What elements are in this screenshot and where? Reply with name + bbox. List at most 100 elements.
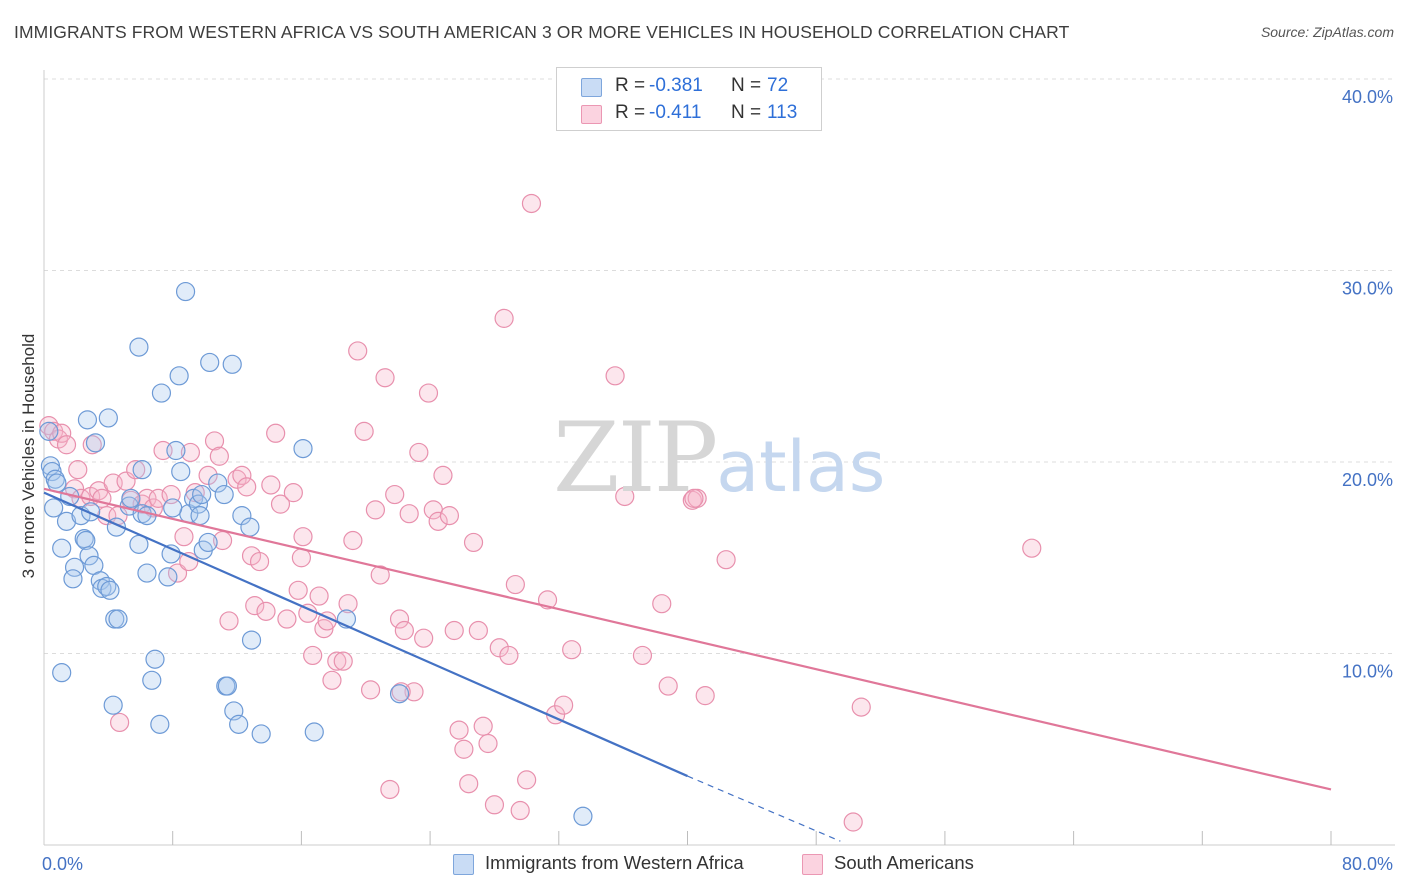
- data-point-south-americans: [198, 465, 218, 486]
- data-point-western-africa: [145, 649, 165, 669]
- y-tick-label: 30.0%: [1342, 279, 1393, 299]
- data-point-western-africa: [142, 670, 162, 690]
- data-point-south-americans: [463, 532, 484, 553]
- data-point-south-americans: [365, 500, 386, 520]
- data-point-south-americans: [174, 527, 194, 547]
- data-point-western-africa: [222, 354, 242, 374]
- data-point-western-africa: [304, 722, 324, 742]
- data-point-western-africa: [241, 630, 262, 650]
- data-point-south-americans: [658, 676, 678, 696]
- data-point-western-africa: [158, 567, 178, 587]
- data-point-south-americans: [354, 421, 374, 441]
- data-point-south-americans: [245, 596, 265, 616]
- data-point-western-africa: [151, 383, 172, 403]
- data-point-western-africa: [208, 473, 228, 493]
- data-point-south-americans: [333, 651, 353, 671]
- data-point-western-africa: [169, 366, 189, 386]
- data-point-south-americans: [478, 733, 498, 754]
- data-point-south-americans: [409, 442, 429, 463]
- data-point-south-americans: [322, 670, 342, 690]
- data-point-south-americans: [562, 640, 582, 660]
- data-point-south-americans: [439, 506, 460, 526]
- data-point-south-americans: [468, 620, 488, 641]
- legend-swatch-pink: [581, 105, 602, 124]
- data-point-south-americans: [716, 550, 736, 570]
- watermark-zip: ZIP: [553, 402, 718, 514]
- legend-label: Immigrants from Western Africa: [485, 852, 744, 873]
- y-tick-label: 20.0%: [1342, 470, 1393, 490]
- source-label[interactable]: Source: ZipAtlas.com: [1260, 24, 1394, 40]
- data-point-western-africa: [232, 506, 252, 526]
- data-point-south-americans: [343, 530, 363, 551]
- legend-r-label: R =: [615, 102, 646, 123]
- correlation-legend: R = -0.381 N = 72 R = -0.411 N = 113: [556, 67, 822, 131]
- data-point-western-africa: [217, 676, 237, 696]
- data-point-western-africa: [240, 517, 260, 537]
- legend-swatch-pink: [802, 854, 823, 875]
- data-point-south-americans: [309, 586, 329, 606]
- x-tick-label-min: 0.0%: [42, 854, 83, 874]
- data-point-western-africa: [251, 724, 271, 744]
- data-point-south-americans: [370, 565, 390, 585]
- data-point-south-americans: [137, 488, 157, 508]
- watermark-logo: ZIPatlas: [553, 402, 885, 514]
- data-point-south-americans: [338, 594, 358, 614]
- chart-title: IMMIGRANTS FROM WESTERN AFRICA VS SOUTH …: [14, 22, 1070, 42]
- data-point-western-africa: [100, 580, 120, 600]
- series-pink-points: [39, 193, 1042, 832]
- data-point-western-africa: [85, 433, 106, 453]
- data-point-western-africa: [76, 530, 96, 551]
- data-point-south-americans: [219, 611, 239, 631]
- data-point-south-americans: [615, 486, 635, 507]
- data-point-western-africa: [229, 714, 249, 734]
- data-point-western-africa: [129, 337, 149, 357]
- data-point-western-africa: [573, 806, 593, 826]
- legend-r-value: -0.411: [649, 102, 702, 123]
- legend-n-label: N =: [731, 75, 762, 96]
- data-point-western-africa: [137, 563, 157, 583]
- data-point-south-americans: [68, 460, 88, 480]
- legend-swatch-blue: [453, 854, 474, 875]
- legend-r-label: R =: [615, 75, 646, 96]
- data-point-western-africa: [79, 546, 99, 566]
- trend-line-western-africa-extension: [687, 775, 841, 842]
- data-point-western-africa: [132, 460, 152, 480]
- legend-r-value: -0.381: [649, 75, 703, 96]
- data-point-south-americans: [270, 494, 291, 514]
- data-point-south-americans: [399, 504, 419, 524]
- data-point-south-americans: [459, 774, 479, 794]
- data-point-south-americans: [180, 442, 200, 463]
- data-point-south-americans: [209, 446, 229, 466]
- y-tick-label: 10.0%: [1342, 662, 1393, 682]
- data-point-western-africa: [163, 498, 183, 518]
- data-point-western-africa: [389, 684, 410, 704]
- gridlines: [44, 78, 1395, 654]
- data-point-south-americans: [517, 770, 537, 790]
- data-point-western-africa: [150, 714, 170, 734]
- data-point-south-americans: [380, 779, 400, 800]
- data-point-western-africa: [200, 352, 220, 373]
- data-point-western-africa: [190, 506, 210, 526]
- legend-swatch-blue: [581, 78, 602, 97]
- data-point-western-africa: [56, 511, 77, 531]
- data-point-western-africa: [198, 532, 218, 553]
- data-point-south-americans: [277, 609, 297, 629]
- data-point-south-americans: [256, 601, 276, 621]
- y-axis-label: 3 or more Vehicles in Household: [19, 334, 38, 579]
- watermark-atlas: atlas: [716, 426, 886, 508]
- data-point-western-africa: [77, 410, 98, 430]
- data-point-south-americans: [266, 423, 286, 443]
- data-point-south-americans: [505, 574, 525, 595]
- legend-n-value: 113: [767, 102, 798, 123]
- data-point-western-africa: [63, 569, 83, 589]
- data-point-south-americans: [414, 628, 434, 648]
- data-point-south-americans: [82, 435, 102, 455]
- y-tick-label: 40.0%: [1342, 87, 1393, 107]
- data-point-south-americans: [605, 366, 625, 386]
- data-point-western-africa: [103, 695, 123, 715]
- legend-label: South Americans: [834, 852, 974, 873]
- data-point-south-americans: [237, 477, 257, 497]
- data-point-south-americans: [499, 645, 519, 666]
- data-point-south-americans: [389, 609, 410, 629]
- data-point-south-americans: [126, 460, 146, 480]
